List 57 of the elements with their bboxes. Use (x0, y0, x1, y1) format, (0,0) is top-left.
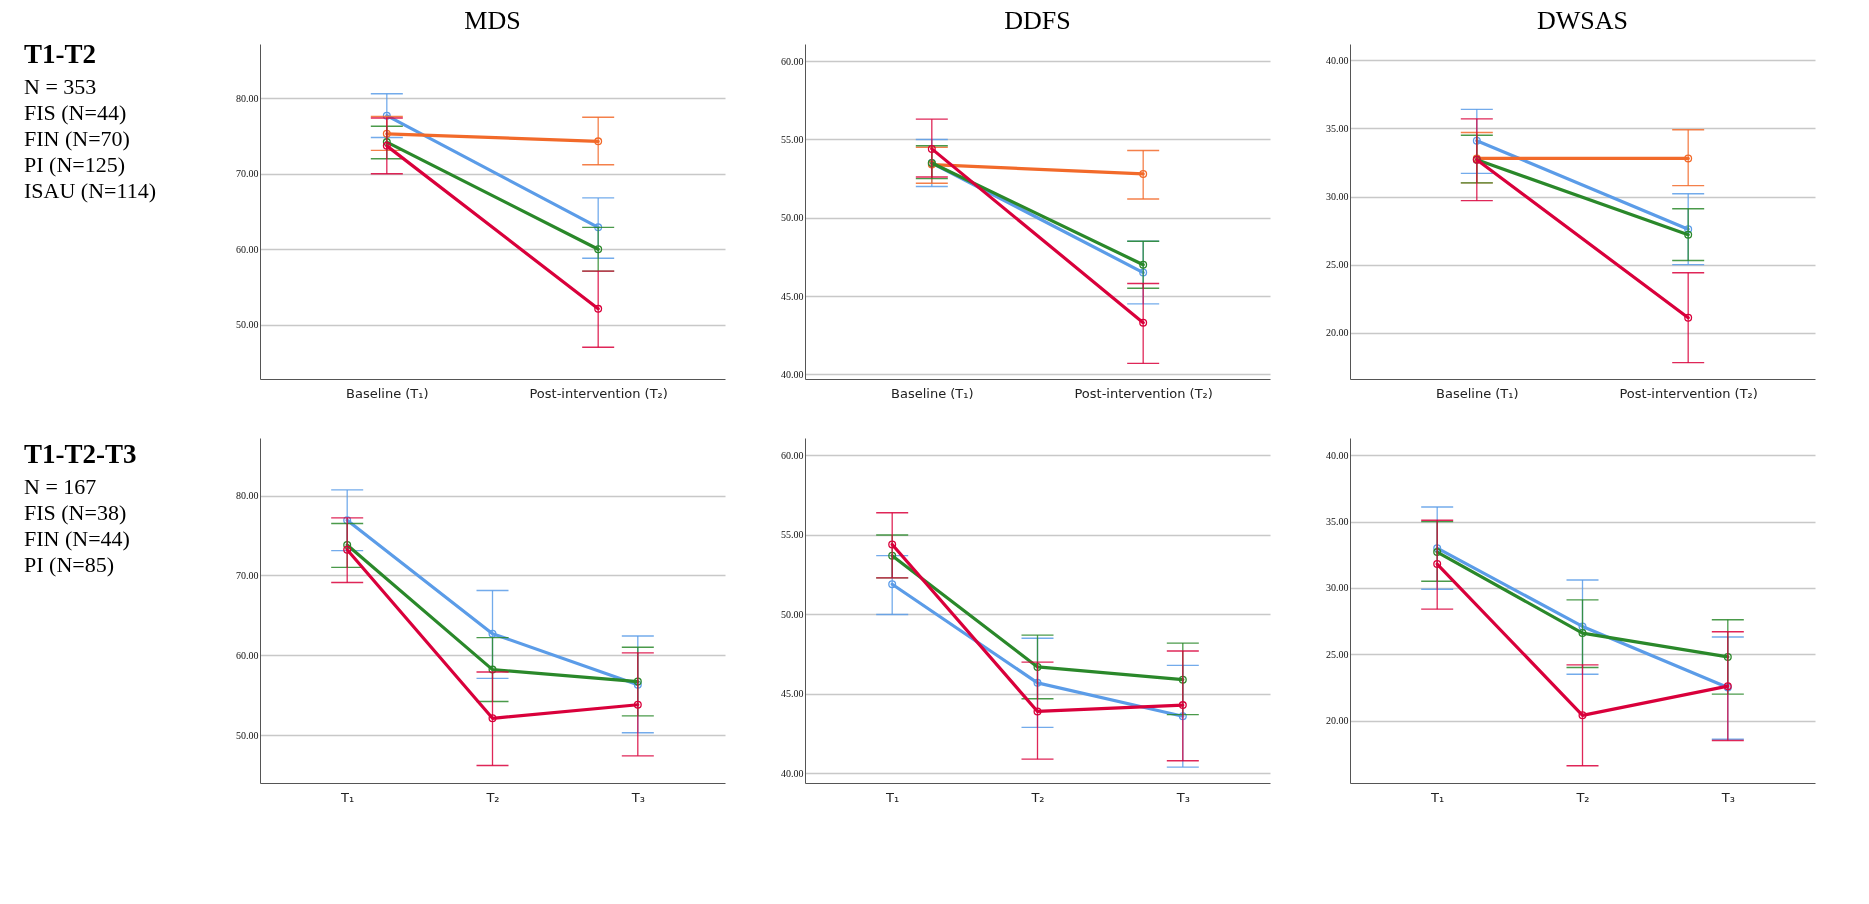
y-tick-label: 20.00 (1326, 327, 1349, 339)
x-tick-label: Baseline (T₁) (346, 385, 429, 401)
y-tick-label: 30.00 (1326, 191, 1349, 203)
x-tick-label: T₃ (630, 789, 645, 805)
y-tick-label: 45.00 (781, 688, 804, 700)
y-tick-label: 70.00 (236, 168, 259, 180)
y-tick-label: 45.00 (781, 290, 804, 302)
x-tick-label: Baseline (T₁) (891, 385, 974, 401)
y-tick-label: 25.00 (1326, 648, 1349, 660)
y-tick-label: 35.00 (1326, 122, 1349, 134)
y-tick-label: 50.00 (236, 319, 259, 331)
text: T1-T2-T3 (24, 438, 138, 471)
text: FIN (N=70) (24, 126, 131, 152)
y-tick-label: 55.00 (781, 529, 804, 541)
x-tick-label: T₃ (1175, 789, 1190, 805)
y-tick-label: 40.00 (781, 767, 804, 779)
x-tick-label: Post-intervention (T₂) (529, 385, 668, 401)
x-tick-label: T₃ (1720, 789, 1735, 805)
y-tick-label: 50.00 (781, 212, 804, 224)
x-tick-label: T₁ (885, 789, 900, 805)
chart-title: DWSAS (1536, 6, 1629, 35)
text: FIS (N=38) (24, 500, 128, 526)
y-tick-label: 60.00 (781, 449, 804, 461)
y-tick-label: 40.00 (781, 368, 804, 380)
chart-title: DDFS (1004, 6, 1071, 35)
x-tick-label: T₂ (1030, 789, 1045, 805)
x-tick-label: T₂ (485, 789, 500, 805)
y-tick-label: 40.00 (1326, 449, 1349, 461)
x-tick-label: Post-intervention (T₂) (1619, 385, 1758, 401)
y-tick-label: 50.00 (781, 608, 804, 620)
y-tick-label: 70.00 (236, 569, 259, 581)
y-tick-label: 35.00 (1326, 516, 1349, 528)
x-tick-label: Baseline (T₁) (1436, 385, 1519, 401)
y-tick-label: 55.00 (781, 133, 804, 145)
y-tick-label: 60.00 (781, 55, 804, 67)
text: N = 167 (24, 474, 98, 500)
y-tick-label: 80.00 (236, 490, 259, 501)
y-tick-label: 60.00 (236, 649, 259, 661)
y-tick-label: 80.00 (236, 92, 259, 104)
y-tick-label: 20.00 (1326, 715, 1349, 727)
x-tick-label: Post-intervention (T₂) (1074, 385, 1213, 401)
text: FIS (N=44) (24, 100, 128, 126)
y-tick-label: 50.00 (236, 729, 259, 741)
text: N = 353 (24, 74, 98, 100)
text: FIN (N=44) (24, 526, 131, 552)
chart-title: MDS (464, 6, 521, 35)
x-tick-label: T₁ (340, 789, 355, 805)
y-tick-label: 40.00 (1326, 54, 1349, 66)
text: ISAU (N=114) (24, 178, 157, 204)
text: PI (N=125) (24, 152, 126, 178)
x-tick-label: T₁ (1430, 789, 1445, 805)
text: PI (N=85) (24, 552, 115, 578)
x-tick-label: T₂ (1575, 789, 1590, 805)
y-tick-label: 30.00 (1326, 582, 1349, 594)
y-tick-label: 25.00 (1326, 259, 1349, 271)
y-tick-label: 60.00 (236, 243, 259, 255)
text: T1-T2 (24, 38, 97, 71)
